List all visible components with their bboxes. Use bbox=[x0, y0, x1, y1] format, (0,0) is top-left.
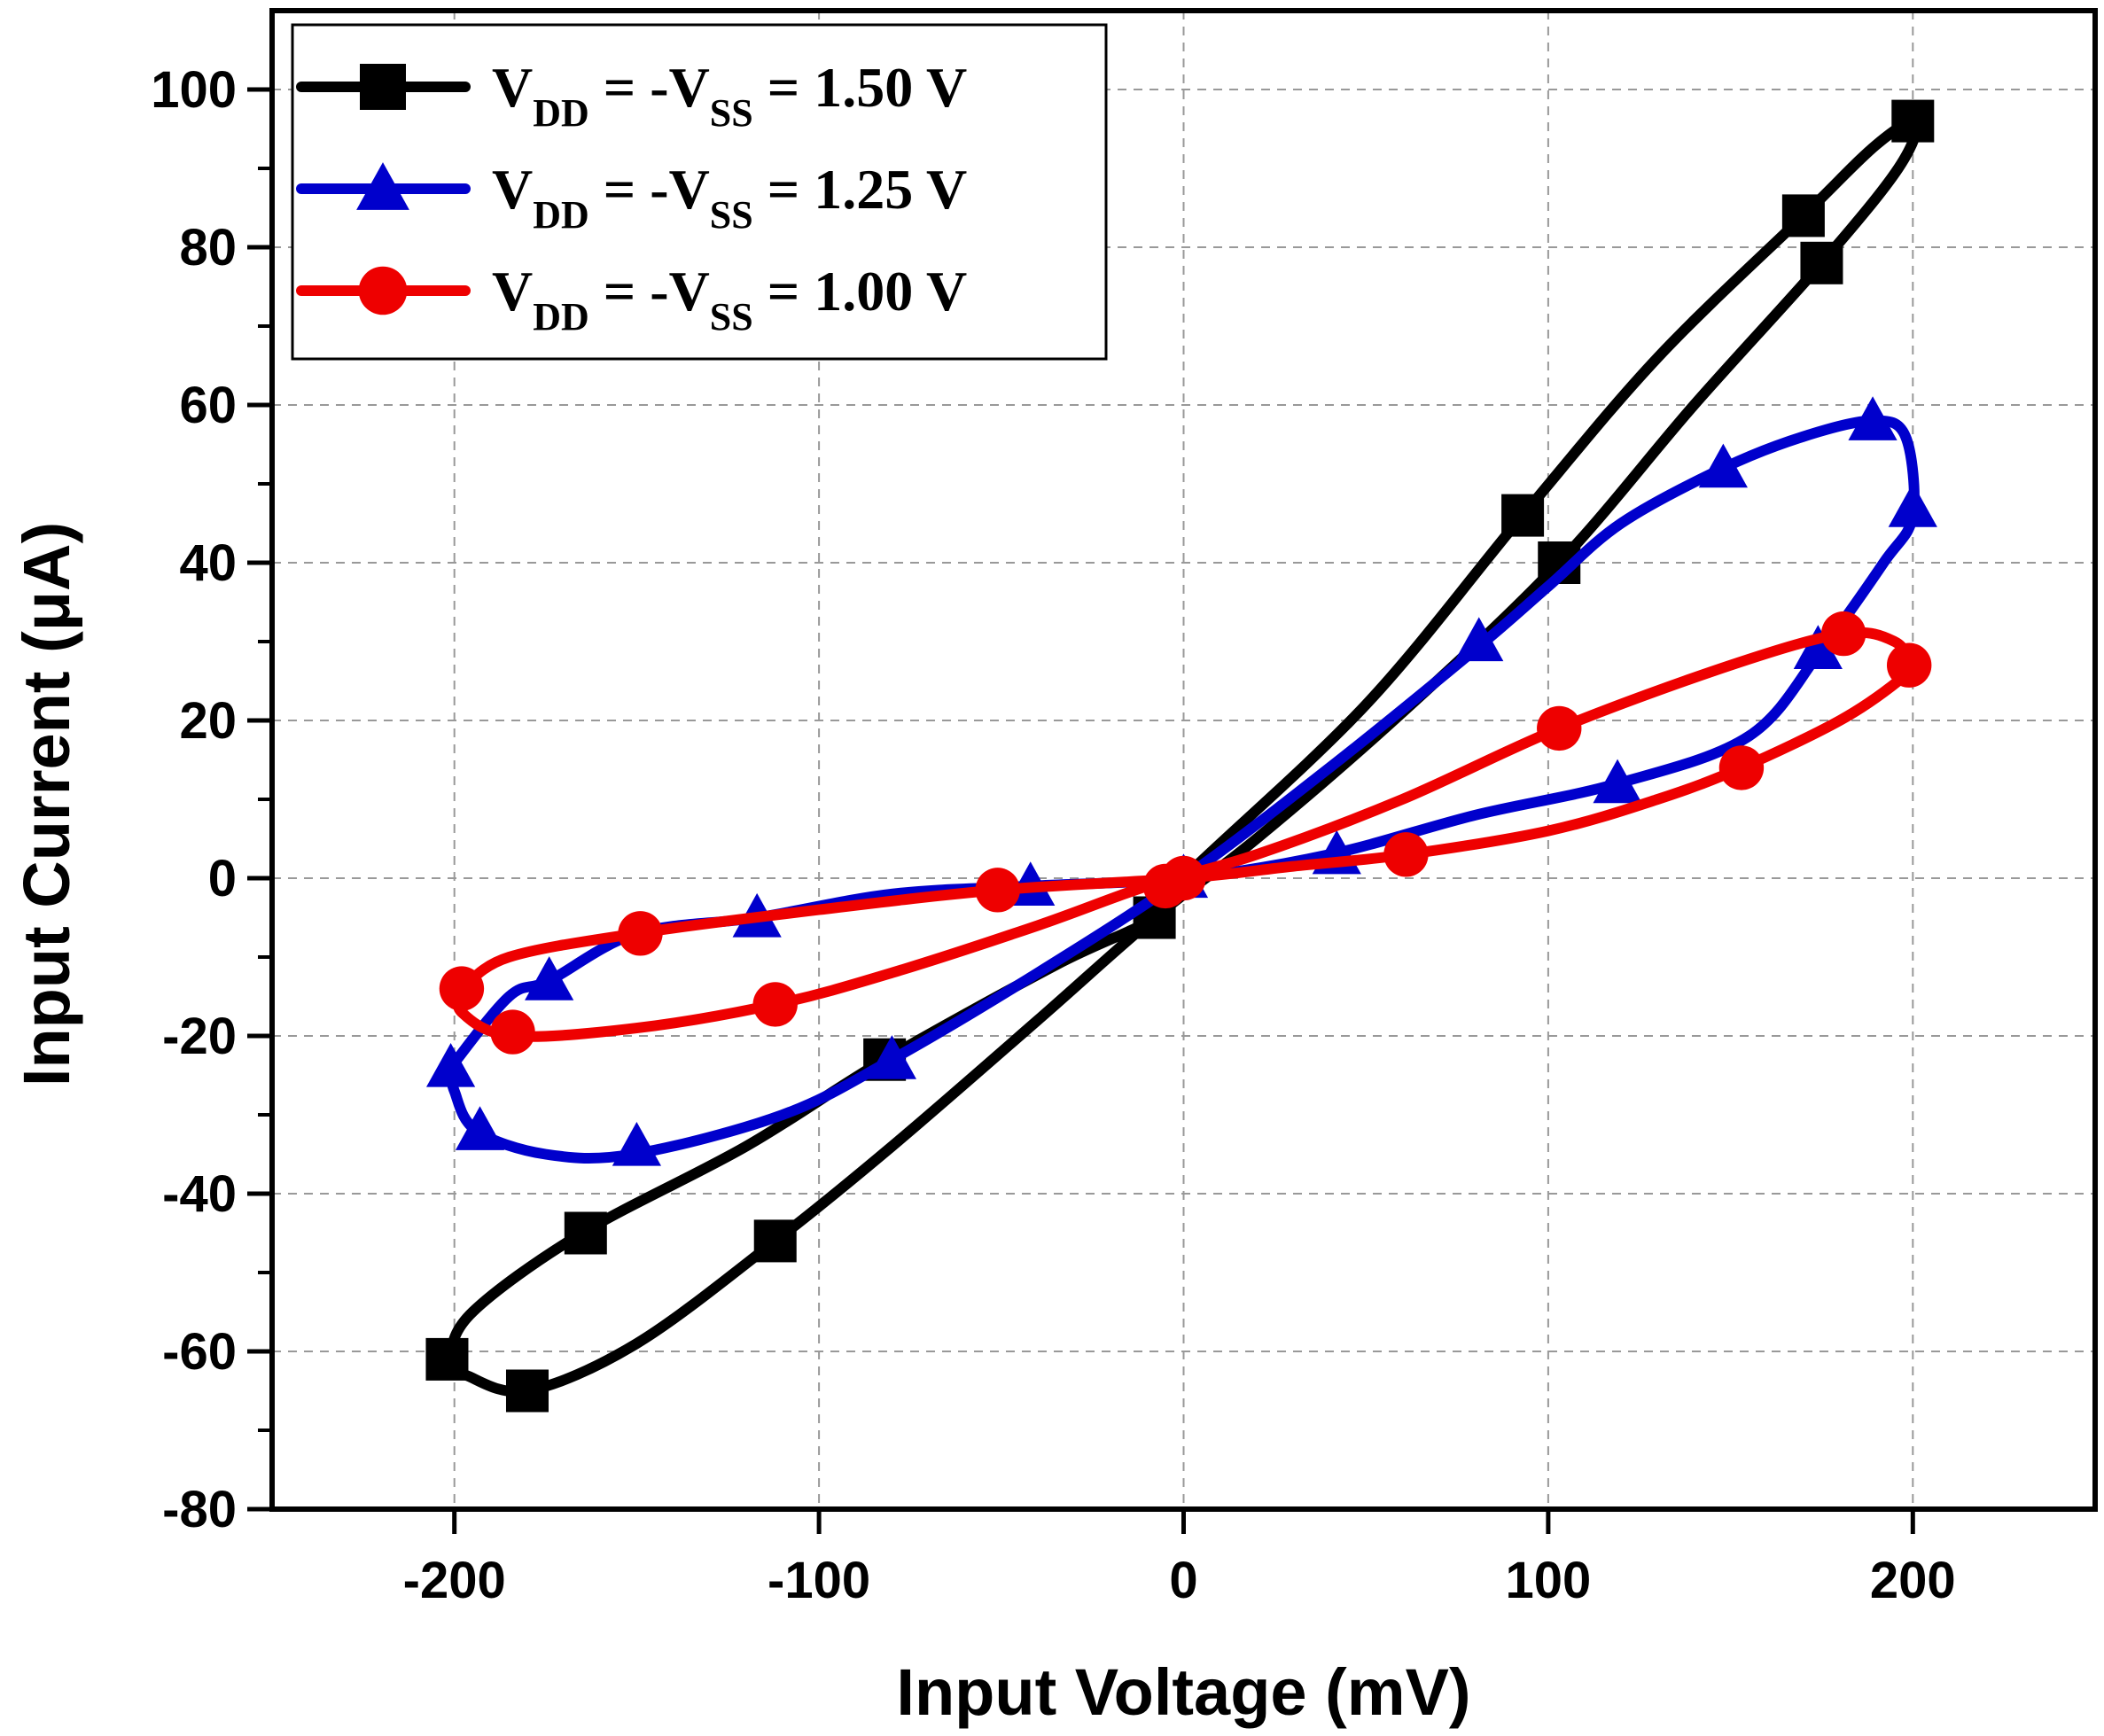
data-point bbox=[1886, 642, 1932, 688]
legend-text-part: = 1.25 V bbox=[753, 158, 968, 221]
legend-subscript: DD bbox=[533, 91, 589, 135]
x-tick-label: 200 bbox=[1870, 1552, 1956, 1609]
data-point bbox=[1793, 625, 1843, 669]
y-tick-label: 60 bbox=[179, 377, 237, 434]
data-point bbox=[439, 966, 485, 1011]
series-1 bbox=[425, 396, 1937, 1166]
data-point bbox=[1848, 396, 1897, 440]
data-point bbox=[1888, 483, 1937, 527]
x-tick-label: 0 bbox=[1169, 1552, 1197, 1609]
legend-label: VDD = -VSS = 1.00 V bbox=[492, 260, 967, 339]
y-axis-title: Input Current (μA) bbox=[10, 522, 83, 1086]
legend-subscript: SS bbox=[710, 295, 753, 339]
legend-label: VDD = -VSS = 1.25 V bbox=[492, 158, 967, 237]
data-point bbox=[1501, 494, 1545, 537]
legend-text-part: V bbox=[492, 56, 533, 119]
data-point bbox=[1593, 759, 1642, 804]
legend-item: VDD = -VSS = 1.25 V bbox=[296, 158, 967, 237]
legend-text-part: = 1.50 V bbox=[753, 56, 968, 119]
legend-text-part: = -V bbox=[589, 158, 710, 221]
series-layer bbox=[425, 99, 1937, 1413]
series-line bbox=[445, 415, 1920, 1164]
data-point bbox=[525, 956, 574, 1000]
y-tick-label: -60 bbox=[162, 1323, 237, 1381]
data-point bbox=[1537, 705, 1582, 751]
data-point bbox=[455, 1106, 505, 1150]
y-tick-label: 100 bbox=[151, 61, 237, 119]
data-point bbox=[1781, 194, 1825, 237]
data-point bbox=[1454, 617, 1504, 662]
legend-text-part: = -V bbox=[589, 56, 710, 119]
legend-subscript: DD bbox=[533, 193, 589, 237]
data-point bbox=[752, 982, 798, 1027]
legend-subscript: SS bbox=[710, 91, 753, 135]
data-point bbox=[1383, 832, 1429, 877]
data-point bbox=[1891, 99, 1935, 143]
data-point bbox=[425, 1043, 476, 1087]
y-tick-label: 80 bbox=[179, 219, 237, 276]
legend-text-part: V bbox=[492, 158, 533, 221]
data-point bbox=[867, 1035, 916, 1079]
legend-marker bbox=[360, 64, 406, 110]
x-tick-label: -100 bbox=[768, 1552, 870, 1609]
data-point bbox=[425, 1337, 469, 1381]
data-point bbox=[1718, 745, 1765, 790]
x-tick-label: -200 bbox=[403, 1552, 506, 1609]
data-point bbox=[618, 911, 663, 956]
y-tick-label: -40 bbox=[162, 1165, 237, 1223]
data-point bbox=[753, 1219, 797, 1263]
data-point bbox=[490, 1009, 535, 1055]
y-tick-label: 40 bbox=[179, 534, 237, 592]
y-tick-label: 20 bbox=[179, 692, 237, 750]
legend-text-part: V bbox=[492, 260, 533, 323]
legend-subscript: SS bbox=[710, 193, 753, 237]
data-point bbox=[612, 1122, 661, 1166]
legend-text-part: = 1.00 V bbox=[753, 260, 968, 323]
y-tick-label: -20 bbox=[162, 1008, 237, 1065]
legend-label: VDD = -VSS = 1.50 V bbox=[492, 56, 967, 135]
data-point bbox=[1161, 855, 1206, 901]
data-point bbox=[564, 1211, 607, 1255]
data-point bbox=[1800, 241, 1843, 284]
x-tick-label: 100 bbox=[1506, 1552, 1592, 1609]
y-tick-label: 0 bbox=[208, 850, 237, 907]
data-point bbox=[975, 868, 1020, 913]
legend-marker bbox=[356, 162, 409, 210]
data-point bbox=[1698, 443, 1748, 488]
data-point bbox=[505, 1369, 549, 1413]
y-tick-label: -80 bbox=[162, 1481, 237, 1538]
legend-subscript: DD bbox=[533, 295, 589, 339]
series-2 bbox=[439, 611, 1932, 1055]
x-axis-title: Input Voltage (mV) bbox=[896, 1655, 1470, 1729]
legend-item: VDD = -VSS = 1.50 V bbox=[296, 56, 967, 135]
legend-item: VDD = -VSS = 1.00 V bbox=[296, 260, 967, 339]
legend-text-part: = -V bbox=[589, 260, 710, 323]
legend-marker bbox=[358, 266, 408, 315]
data-point bbox=[1820, 611, 1866, 657]
